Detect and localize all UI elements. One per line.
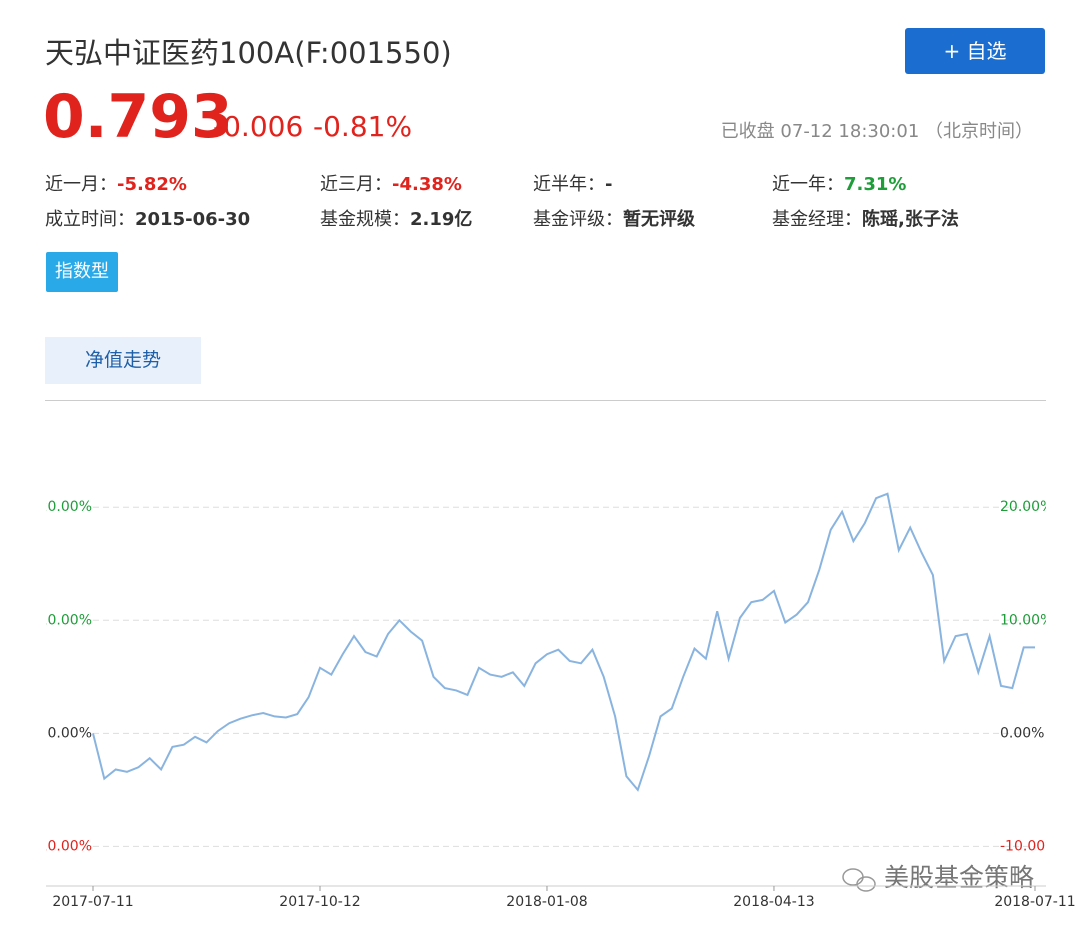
change-pct: -0.81% [313,110,413,143]
stat-label: 成立时间： [45,209,135,230]
y2-tick-label: -10.00% [1000,838,1058,854]
line [92,492,1035,792]
x-tick-label: 2017-07-11 [52,894,133,910]
x-tick-label: 2018-07-11 [994,894,1075,910]
stat: 近三月：-4.38% [320,170,462,196]
y2-tick-label: 0.00% [1000,725,1044,741]
stat-value: 7.31% [844,174,907,195]
fund-title: 天弘中证医药100A(F:001550) [45,36,452,70]
stat: 基金经理：陈瑶,张子法 [772,205,959,231]
stat-value: 暂无评级 [623,209,695,230]
plot: -10.00% -10.00% 0.00% 0.00% 10.00% 10.00% 20.0… [34,492,1058,854]
change: -0.006 [213,110,304,143]
stat-label: 近三月： [320,174,392,195]
stat-value: 陈瑶,张子法 [862,209,959,230]
stat-label: 近半年： [533,174,605,195]
stat: 基金规模：2.19亿 [320,205,472,231]
tab[interactable]: 净值走势 [45,337,201,384]
stat-label: 近一月： [45,174,117,195]
y-tick-label: 0.00% [48,725,92,741]
stat-value: -5.82% [117,174,187,195]
y-tick-label: 10.00% [39,612,92,628]
stat-value: -4.38% [392,174,462,195]
y-tick-label: 20.00% [39,499,92,515]
stat-label: 基金经理： [772,209,862,230]
stat-label: 近一年： [772,174,844,195]
watermark-text: 美股基金策略 [884,863,1034,892]
x-tick-label: 2018-04-13 [733,894,814,910]
stat: 近一月：-5.82% [45,170,187,196]
watermark: 美股基金策略 [842,863,1034,892]
stat: 近一年：7.31% [772,170,906,196]
stat-label: 基金规模： [320,209,410,230]
price: 0.793 [43,82,233,152]
stat: 基金评级：暂无评级 [533,205,695,231]
x-tick-label: 2017-10-12 [279,894,360,910]
y-tick-label: -10.00% [34,838,92,854]
stat: 近半年：- [533,170,612,196]
divider [45,400,1046,401]
stat: 成立时间：2015-06-30 [45,205,250,231]
stat-value: 2015-06-30 [135,209,251,230]
tag: 指数型 [46,252,118,292]
stat-label: 基金评级： [533,209,623,230]
status: 已收盘 07-12 18:30:01 （北京时间） [720,121,1033,142]
stat-value: - [605,174,613,195]
stat-value: 2.19亿 [410,209,473,230]
y2-tick-label: 10.00% [1000,612,1053,628]
x-tick-label: 2018-01-08 [506,894,587,910]
y2-tick-label: 20.00% [1000,499,1053,515]
watch-button[interactable]: + 自选 [905,28,1045,74]
